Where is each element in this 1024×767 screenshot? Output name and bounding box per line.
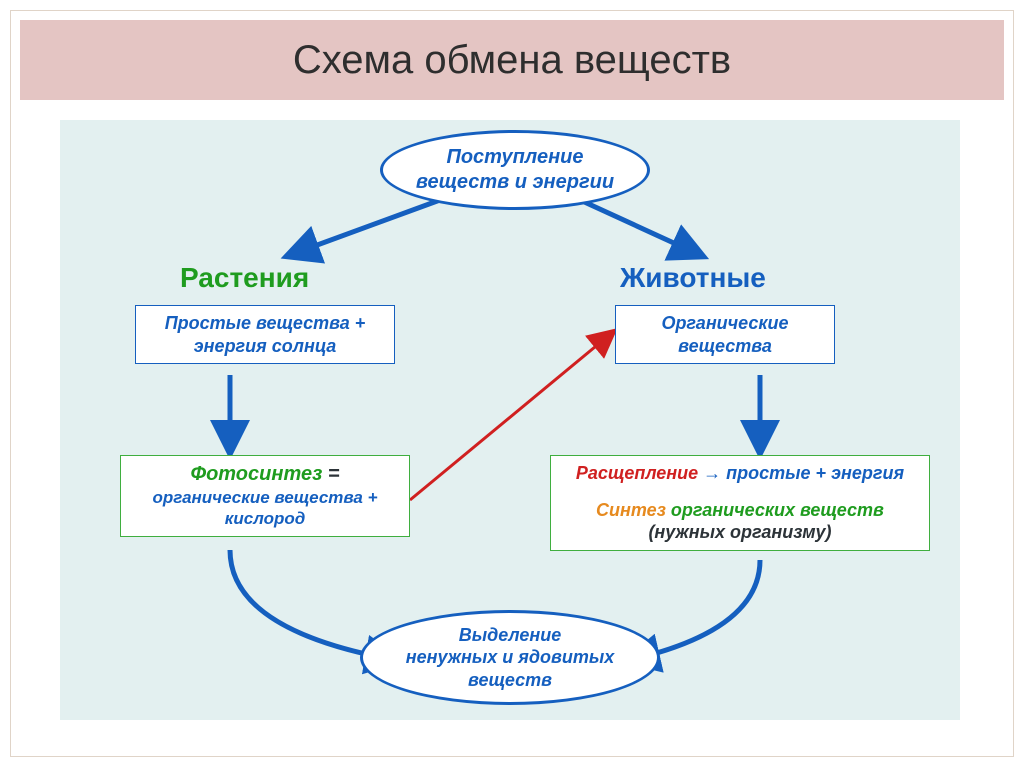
node-animals-box: Органические вещества — [615, 305, 835, 364]
split-line3: (нужных организму) — [561, 521, 919, 544]
excr-l3: веществ — [468, 669, 552, 692]
plants-box-l2: энергия солнца — [146, 335, 384, 358]
split-l1a: Расщепление — [576, 463, 698, 483]
node-excretion-ellipse: Выделение ненужных и ядовитых веществ — [360, 610, 660, 705]
photo-sub: органические вещества + кислород — [131, 487, 399, 530]
intake-line1: Поступление — [446, 145, 583, 170]
split-l2a: Синтез — [596, 500, 671, 520]
animals-box-l2: вещества — [626, 335, 824, 358]
animals-label: Животные — [620, 260, 766, 295]
split-gap — [561, 485, 919, 499]
split-l1b: → простые + энергия — [698, 463, 904, 483]
excr-l1: Выделение — [459, 624, 562, 647]
excr-l2: ненужных и ядовитых — [406, 646, 614, 669]
title-bar: Схема обмена веществ — [20, 20, 1004, 100]
plants-box-l1: Простые вещества + — [146, 312, 384, 335]
split-l2b: органических веществ — [671, 500, 884, 520]
diagram-area: Поступление веществ и энергии Растения Ж… — [60, 120, 960, 720]
intake-line2: веществ и энергии — [416, 170, 614, 195]
plants-label: Растения — [180, 260, 309, 295]
node-photosynthesis-box: Фотосинтез = органические вещества + кис… — [120, 455, 410, 537]
photo-title-row: Фотосинтез = — [131, 462, 399, 487]
photo-title: Фотосинтез — [190, 463, 322, 485]
split-line2: Синтез органических веществ — [561, 499, 919, 522]
page-title: Схема обмена веществ — [293, 38, 731, 83]
node-split-box: Расщепление → простые + энергия Синтез о… — [550, 455, 930, 551]
photo-eq: = — [322, 463, 339, 485]
node-intake-ellipse: Поступление веществ и энергии — [380, 130, 650, 210]
animals-box-l1: Органические — [626, 312, 824, 335]
split-line1: Расщепление → простые + энергия — [561, 462, 919, 485]
node-plants-box: Простые вещества + энергия солнца — [135, 305, 395, 364]
